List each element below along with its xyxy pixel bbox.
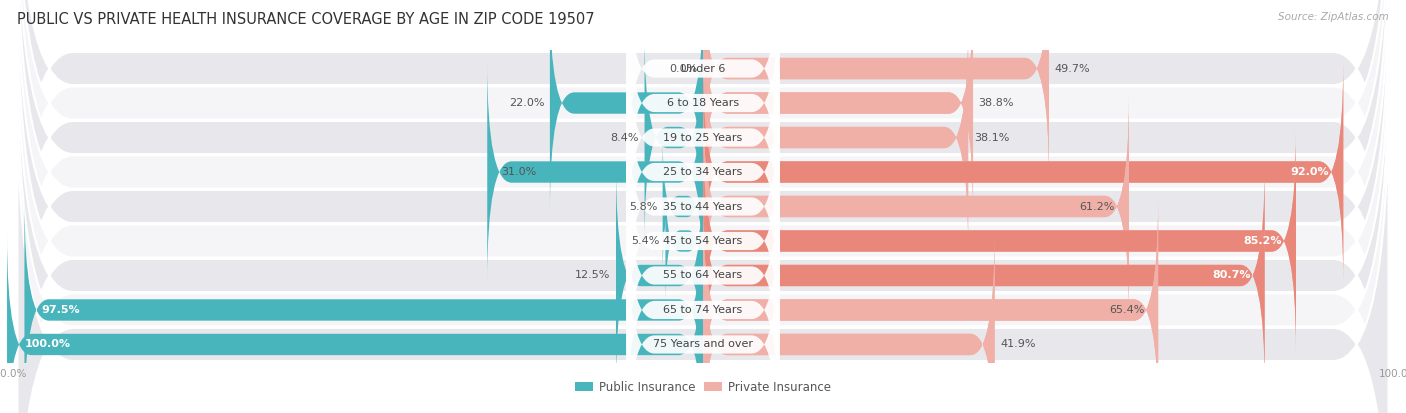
Text: 12.5%: 12.5% bbox=[575, 271, 610, 280]
FancyBboxPatch shape bbox=[627, 9, 779, 266]
Text: 97.5%: 97.5% bbox=[42, 305, 80, 315]
FancyBboxPatch shape bbox=[703, 131, 1296, 351]
FancyBboxPatch shape bbox=[17, 51, 1389, 413]
Text: 80.7%: 80.7% bbox=[1212, 271, 1251, 280]
FancyBboxPatch shape bbox=[627, 0, 779, 232]
FancyBboxPatch shape bbox=[488, 62, 703, 282]
FancyBboxPatch shape bbox=[17, 0, 1389, 413]
FancyBboxPatch shape bbox=[627, 216, 779, 413]
FancyBboxPatch shape bbox=[703, 200, 1159, 413]
FancyBboxPatch shape bbox=[703, 166, 1264, 385]
FancyBboxPatch shape bbox=[703, 0, 1049, 178]
Text: 6 to 18 Years: 6 to 18 Years bbox=[666, 98, 740, 108]
FancyBboxPatch shape bbox=[17, 16, 1389, 413]
FancyBboxPatch shape bbox=[703, 62, 1343, 282]
Text: 38.1%: 38.1% bbox=[974, 133, 1010, 142]
FancyBboxPatch shape bbox=[627, 43, 779, 301]
FancyBboxPatch shape bbox=[627, 0, 779, 197]
FancyBboxPatch shape bbox=[17, 0, 1389, 397]
Text: 92.0%: 92.0% bbox=[1291, 167, 1330, 177]
FancyBboxPatch shape bbox=[703, 235, 994, 413]
FancyBboxPatch shape bbox=[703, 235, 994, 413]
FancyBboxPatch shape bbox=[627, 78, 779, 335]
FancyBboxPatch shape bbox=[662, 137, 703, 276]
Text: 75 Years and over: 75 Years and over bbox=[652, 339, 754, 349]
Text: 22.0%: 22.0% bbox=[509, 98, 544, 108]
FancyBboxPatch shape bbox=[703, 0, 973, 213]
Text: Under 6: Under 6 bbox=[681, 64, 725, 74]
Text: 0.0%: 0.0% bbox=[669, 64, 697, 74]
Legend: Public Insurance, Private Insurance: Public Insurance, Private Insurance bbox=[571, 376, 835, 399]
FancyBboxPatch shape bbox=[644, 32, 703, 243]
FancyBboxPatch shape bbox=[703, 97, 1129, 316]
FancyBboxPatch shape bbox=[703, 131, 1296, 351]
Text: 100.0%: 100.0% bbox=[24, 339, 70, 349]
Text: PUBLIC VS PRIVATE HEALTH INSURANCE COVERAGE BY AGE IN ZIP CODE 19507: PUBLIC VS PRIVATE HEALTH INSURANCE COVER… bbox=[17, 12, 595, 27]
FancyBboxPatch shape bbox=[17, 0, 1389, 362]
Text: 55 to 64 Years: 55 to 64 Years bbox=[664, 271, 742, 280]
FancyBboxPatch shape bbox=[703, 0, 1049, 178]
Text: 38.8%: 38.8% bbox=[979, 98, 1014, 108]
Text: Source: ZipAtlas.com: Source: ZipAtlas.com bbox=[1278, 12, 1389, 22]
Text: 35 to 44 Years: 35 to 44 Years bbox=[664, 202, 742, 211]
FancyBboxPatch shape bbox=[703, 28, 969, 247]
Text: 65.4%: 65.4% bbox=[1109, 305, 1144, 315]
Text: 45 to 54 Years: 45 to 54 Years bbox=[664, 236, 742, 246]
Text: 19 to 25 Years: 19 to 25 Years bbox=[664, 133, 742, 142]
FancyBboxPatch shape bbox=[627, 112, 779, 370]
Text: 5.4%: 5.4% bbox=[631, 236, 659, 246]
Text: 41.9%: 41.9% bbox=[1000, 339, 1036, 349]
FancyBboxPatch shape bbox=[703, 200, 1159, 413]
Text: 49.7%: 49.7% bbox=[1054, 64, 1090, 74]
FancyBboxPatch shape bbox=[665, 177, 703, 305]
FancyBboxPatch shape bbox=[17, 85, 1389, 413]
FancyBboxPatch shape bbox=[616, 166, 703, 385]
Text: 8.4%: 8.4% bbox=[610, 133, 638, 142]
FancyBboxPatch shape bbox=[703, 97, 1129, 316]
Text: 65 to 74 Years: 65 to 74 Years bbox=[664, 305, 742, 315]
FancyBboxPatch shape bbox=[703, 0, 973, 213]
FancyBboxPatch shape bbox=[7, 235, 703, 413]
FancyBboxPatch shape bbox=[703, 166, 1264, 385]
Text: 31.0%: 31.0% bbox=[501, 167, 537, 177]
Text: 61.2%: 61.2% bbox=[1080, 202, 1115, 211]
FancyBboxPatch shape bbox=[17, 0, 1389, 413]
Text: 5.8%: 5.8% bbox=[628, 202, 657, 211]
Text: 85.2%: 85.2% bbox=[1243, 236, 1282, 246]
FancyBboxPatch shape bbox=[627, 181, 779, 413]
Text: 25 to 34 Years: 25 to 34 Years bbox=[664, 167, 742, 177]
FancyBboxPatch shape bbox=[550, 0, 703, 213]
FancyBboxPatch shape bbox=[17, 0, 1389, 413]
FancyBboxPatch shape bbox=[17, 0, 1389, 328]
FancyBboxPatch shape bbox=[703, 62, 1343, 282]
FancyBboxPatch shape bbox=[627, 147, 779, 404]
FancyBboxPatch shape bbox=[703, 28, 969, 247]
FancyBboxPatch shape bbox=[24, 200, 703, 413]
